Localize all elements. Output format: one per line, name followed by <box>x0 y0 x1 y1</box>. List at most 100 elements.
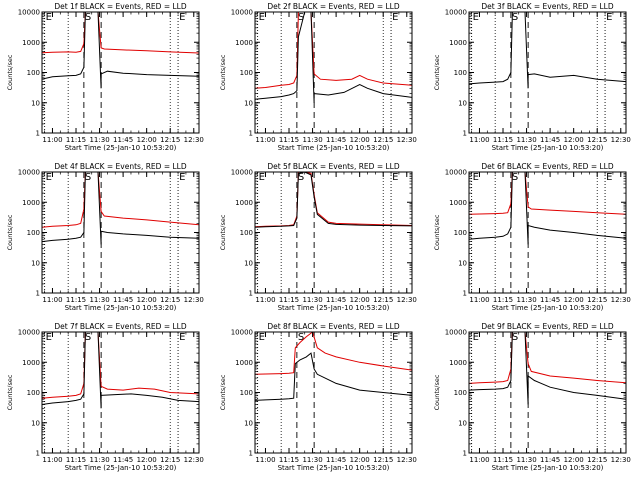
x-tick-label: 11:45 <box>326 296 346 304</box>
y-tick-label: 10000 <box>231 329 253 337</box>
x-tick-label: 11:45 <box>326 136 346 144</box>
x-tick-label: 11:15 <box>493 296 513 304</box>
marker-label: S <box>85 172 91 183</box>
marker-label: S <box>512 332 518 343</box>
plot-frame <box>468 171 627 294</box>
x-axis-label: Start Time (25-Jan-10 10:53:20) <box>492 304 604 312</box>
x-tick-label: 11:00 <box>42 456 62 464</box>
marker-label: E <box>606 332 612 343</box>
y-tick-label: 10000 <box>445 329 467 337</box>
y-tick-label: 100 <box>240 229 253 237</box>
x-tick-label: 12:00 <box>350 456 370 464</box>
y-tick-label: 100 <box>240 69 253 77</box>
y-tick-label: 100 <box>27 389 40 397</box>
x-axis-label: Start Time (25-Jan-10 10:53:20) <box>278 144 390 152</box>
x-tick-label: 11:30 <box>89 296 109 304</box>
x-tick-label: 12:30 <box>184 456 204 464</box>
x-tick-label: 12:15 <box>373 456 393 464</box>
series-line-events <box>255 12 412 103</box>
marker-label: S <box>85 12 91 23</box>
y-tick-label: 1 <box>463 450 467 458</box>
y-tick-label: 1 <box>36 450 40 458</box>
marker-label: S <box>85 332 91 343</box>
y-tick-label: 1 <box>249 290 253 298</box>
y-tick-label: 10 <box>31 419 40 427</box>
x-tick-label: 12:15 <box>160 456 180 464</box>
x-tick-label: 12:00 <box>137 456 157 464</box>
chart-title: Det 3f BLACK = Events, RED = LLD <box>481 2 614 11</box>
x-tick-label: 11:45 <box>326 456 346 464</box>
y-tick-label: 100 <box>454 229 467 237</box>
x-tick-label: 12:00 <box>564 456 584 464</box>
marker-label: E <box>606 172 612 183</box>
x-tick-label: 12:15 <box>160 296 180 304</box>
x-tick-label: 12:15 <box>160 136 180 144</box>
x-tick-label: 11:00 <box>42 136 62 144</box>
series-group <box>255 172 412 228</box>
y-axis-label: Counts/sec <box>219 214 227 250</box>
y-tick-label: 1 <box>36 290 40 298</box>
x-tick-label: 11:15 <box>279 456 299 464</box>
chart-title: Det 9f BLACK = Events, RED = LLD <box>481 322 614 331</box>
chart-title: Det 8f BLACK = Events, RED = LLD <box>267 322 400 331</box>
x-tick-label: 11:30 <box>516 456 536 464</box>
x-tick-label: 11:30 <box>516 296 536 304</box>
y-tick-label: 1000 <box>22 39 40 47</box>
x-tick-label: 12:15 <box>587 136 607 144</box>
marker-label: E <box>46 332 52 343</box>
y-tick-label: 10 <box>458 259 467 267</box>
x-tick-label: 11:45 <box>540 136 560 144</box>
y-tick-label: 100 <box>27 69 40 77</box>
marker-label: E <box>392 172 398 183</box>
x-tick-label: 12:15 <box>373 136 393 144</box>
y-tick-label: 10000 <box>231 9 253 17</box>
x-tick-label: 12:30 <box>611 296 631 304</box>
y-tick-label: 10000 <box>18 329 40 337</box>
x-tick-label: 11:45 <box>540 296 560 304</box>
x-axis-label: Start Time (25-Jan-10 10:53:20) <box>65 144 177 152</box>
x-tick-label: 12:15 <box>587 456 607 464</box>
y-axis-label: Counts/sec <box>219 54 227 90</box>
x-tick-label: 12:30 <box>397 296 417 304</box>
y-tick-label: 10000 <box>18 169 40 177</box>
x-tick-label: 11:45 <box>113 136 133 144</box>
x-axis-label: Start Time (25-Jan-10 10:53:20) <box>492 464 604 472</box>
y-tick-label: 10 <box>31 99 40 107</box>
series-line-events <box>469 332 626 405</box>
series-line-events <box>42 12 199 89</box>
marker-label: S <box>298 172 304 183</box>
y-tick-label: 10 <box>31 259 40 267</box>
series-line-events <box>42 332 199 409</box>
y-tick-label: 10 <box>244 419 253 427</box>
x-tick-label: 11:45 <box>540 456 560 464</box>
marker-label: E <box>179 332 185 343</box>
marker-label: E <box>259 172 265 183</box>
series-group <box>469 332 626 405</box>
y-tick-label: 1 <box>463 290 467 298</box>
x-tick-label: 11:30 <box>302 136 322 144</box>
series-group <box>42 12 199 89</box>
x-tick-label: 11:45 <box>113 456 133 464</box>
x-tick-label: 11:15 <box>493 456 513 464</box>
y-tick-label: 1000 <box>235 39 253 47</box>
marker-label: E <box>259 12 265 23</box>
marker-label: E <box>392 12 398 23</box>
chart-title: Det 4f BLACK = Events, RED = LLD <box>54 162 187 171</box>
y-axis-label: Counts/sec <box>433 374 441 410</box>
marker-label: E <box>473 332 479 343</box>
y-tick-label: 100 <box>27 229 40 237</box>
x-tick-label: 12:30 <box>611 456 631 464</box>
y-tick-label: 1000 <box>235 199 253 207</box>
x-tick-label: 11:15 <box>279 296 299 304</box>
x-tick-label: 12:30 <box>611 136 631 144</box>
y-axis-label: Counts/sec <box>6 374 14 410</box>
x-tick-label: 11:00 <box>469 136 489 144</box>
